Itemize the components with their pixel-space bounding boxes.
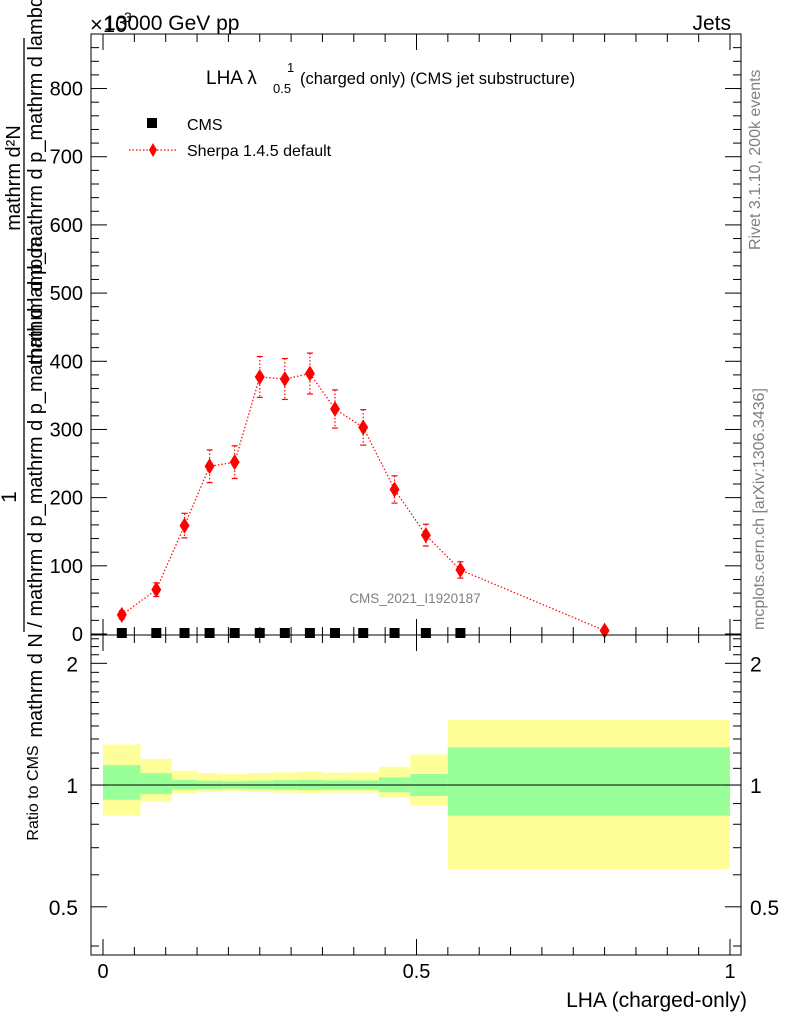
ratio-band-inner xyxy=(447,747,730,816)
cms-point xyxy=(389,628,400,638)
ratio-bands xyxy=(103,719,730,870)
sherpa-point xyxy=(204,458,215,475)
cms-point xyxy=(358,628,369,638)
analysis-watermark: CMS_2021_I1920187 xyxy=(349,591,480,606)
ratio-ytick-label: 1 xyxy=(66,775,78,798)
cms-point xyxy=(304,628,315,638)
sherpa-point xyxy=(420,527,431,544)
ratio-band-inner xyxy=(103,765,141,800)
ratio-xtick-label: 0.5 xyxy=(403,961,431,983)
title-sup: 1 xyxy=(287,60,294,75)
sherpa-point xyxy=(455,561,466,578)
cms-point xyxy=(116,628,127,638)
sherpa-point xyxy=(179,517,190,534)
ratio-band-inner xyxy=(140,773,172,795)
sherpa-point xyxy=(304,365,315,382)
ylabel-top-2: mathrm d p_mathrm d p_mathrm d lambda xyxy=(25,0,47,365)
title-suffix: (charged only) (CMS jet substructure) xyxy=(300,70,575,88)
ratio-xaxis: 0 0.5 1 xyxy=(97,635,736,983)
main-ytick-label: 600 xyxy=(50,215,83,237)
legend-sherpa-label: Sherpa 1.4.5 default xyxy=(187,143,332,160)
exponent-power: 3 xyxy=(124,9,132,25)
cms-point xyxy=(279,628,290,638)
title-main: LHA λ xyxy=(206,68,257,89)
ratio-ytick-label-right: 0.5 xyxy=(750,897,779,920)
mcplots-label: mcplots.cern.ch [arXiv:1306.3436] xyxy=(751,388,768,630)
ratio-ytick-label: 0.5 xyxy=(49,897,78,920)
main-ytick-label: 0 xyxy=(72,624,83,646)
ratio-ytick-label: 2 xyxy=(66,653,78,676)
process-label: Jets xyxy=(692,12,731,35)
cms-point xyxy=(329,628,340,638)
rivet-label: Rivet 3.1.10, 200k events xyxy=(747,69,764,250)
main-ytick-label: 100 xyxy=(50,556,83,578)
sherpa-point xyxy=(151,581,162,598)
collision-label: 13000 GeV pp xyxy=(104,12,239,35)
main-ytick-label: 400 xyxy=(50,351,83,373)
ratio-yaxis: 0.5 0.5 1 1 2 2 xyxy=(49,638,779,947)
ratio-ylabel: Ratio to CMS xyxy=(25,745,42,840)
ratio-ytick-label-right: 2 xyxy=(750,653,762,676)
sherpa-line xyxy=(121,372,605,632)
main-ytick-label: 300 xyxy=(50,419,83,441)
x-axis-title: LHA (charged-only) xyxy=(566,989,747,1012)
ratio-ytick-label-right: 1 xyxy=(750,775,762,798)
main-ytick-label: 800 xyxy=(50,79,83,101)
ylabel-numerator: 1 xyxy=(0,491,21,503)
sherpa-point xyxy=(279,371,290,387)
sherpa-point xyxy=(389,481,400,498)
cms-point xyxy=(455,628,466,638)
exponent-label: ×10 xyxy=(90,12,127,37)
main-series xyxy=(116,352,610,639)
sherpa-point xyxy=(358,419,369,436)
cms-point xyxy=(254,628,265,638)
legend-sherpa-marker xyxy=(149,143,157,157)
cms-point xyxy=(151,628,162,638)
main-ylabel: 1 mathrm d²N mathrm d p_mathrm d p_mathr… xyxy=(0,0,47,738)
sherpa-point xyxy=(329,401,340,417)
legend: CMS Sherpa 1.4.5 default xyxy=(129,117,332,160)
legend-cms-label: CMS xyxy=(187,117,223,134)
ratio-xtick-label: 1 xyxy=(724,961,735,983)
main-title: LHA λ 1 0.5 (charged only) (CMS jet subs… xyxy=(206,60,575,96)
main-ytick-label: 200 xyxy=(50,488,83,510)
main-ytick-label: 500 xyxy=(50,283,83,305)
cms-point xyxy=(179,628,190,638)
cms-point xyxy=(420,628,431,638)
ylabel-denominator: mathrm d N / mathrm d p_mathrm d p_mathr… xyxy=(25,235,47,737)
legend-cms-marker xyxy=(147,118,157,128)
sherpa-point xyxy=(229,454,240,471)
cms-point xyxy=(204,628,215,638)
main-yaxis: 0 100 200 300 400 500 600 700 800 xyxy=(50,47,741,646)
ratio-xtick-label: 0 xyxy=(97,961,108,983)
main-ytick-label: 700 xyxy=(50,147,83,169)
title-sub: 0.5 xyxy=(273,81,291,96)
sherpa-point xyxy=(116,606,127,623)
sherpa-point xyxy=(254,368,265,385)
ylabel-top: mathrm d²N xyxy=(3,125,25,231)
cms-point xyxy=(229,628,240,638)
